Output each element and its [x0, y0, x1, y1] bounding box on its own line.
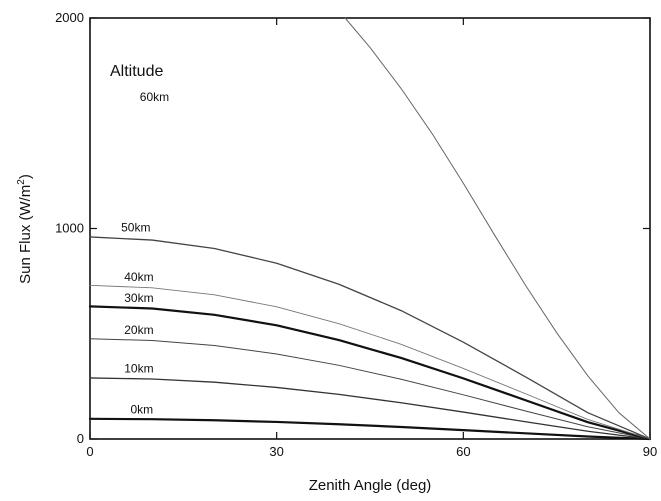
x-tick-label: 30 [269, 444, 283, 459]
series-line-10km [89, 377, 651, 440]
series-lines [88, 17, 652, 441]
series-line-40km [89, 284, 651, 440]
series-label-30km: 30km [124, 291, 153, 305]
series-line-20km [89, 338, 651, 440]
y-axis-label-main: Sun Flux (W/m [17, 185, 34, 284]
series-label-20km: 20km [124, 323, 153, 337]
series-label-50km: 50km [121, 221, 150, 235]
series-line-50km [89, 236, 651, 440]
series-line-30km [88, 305, 652, 441]
y-tick-label: 2000 [55, 10, 84, 25]
y-axis-label: Sun Flux (W/m2) [16, 174, 34, 284]
x-tick-label: 0 [86, 444, 93, 459]
series-labels: 0km 10km 20km 30km 40km 50km 60km [121, 90, 169, 417]
series-label-10km: 10km [124, 362, 153, 376]
legend-title: Altitude [110, 63, 163, 80]
series-label-60km: 60km [140, 90, 169, 104]
series-line-0km [88, 417, 652, 441]
y-tick-label: 1000 [55, 221, 84, 236]
x-axis-ticks: 0 30 60 90 [86, 18, 657, 459]
series-label-0km: 0km [130, 403, 153, 417]
series-label-40km: 40km [124, 270, 153, 284]
x-axis-label: Zenith Angle (deg) [309, 477, 432, 494]
y-tick-label: 0 [77, 431, 84, 446]
y-axis-label-superscript: 2 [16, 179, 27, 185]
x-tick-label: 90 [643, 444, 657, 459]
series-line-60km [344, 17, 651, 440]
plot-frame [89, 17, 651, 440]
x-tick-label: 60 [456, 444, 470, 459]
y-axis-ticks: 0 1000 2000 [55, 10, 650, 446]
plot-area: 0 30 60 90 0 1000 2000 0km 10km 20km 30km 40km 50k… [55, 10, 657, 459]
y-axis-label-close: ) [17, 174, 34, 179]
